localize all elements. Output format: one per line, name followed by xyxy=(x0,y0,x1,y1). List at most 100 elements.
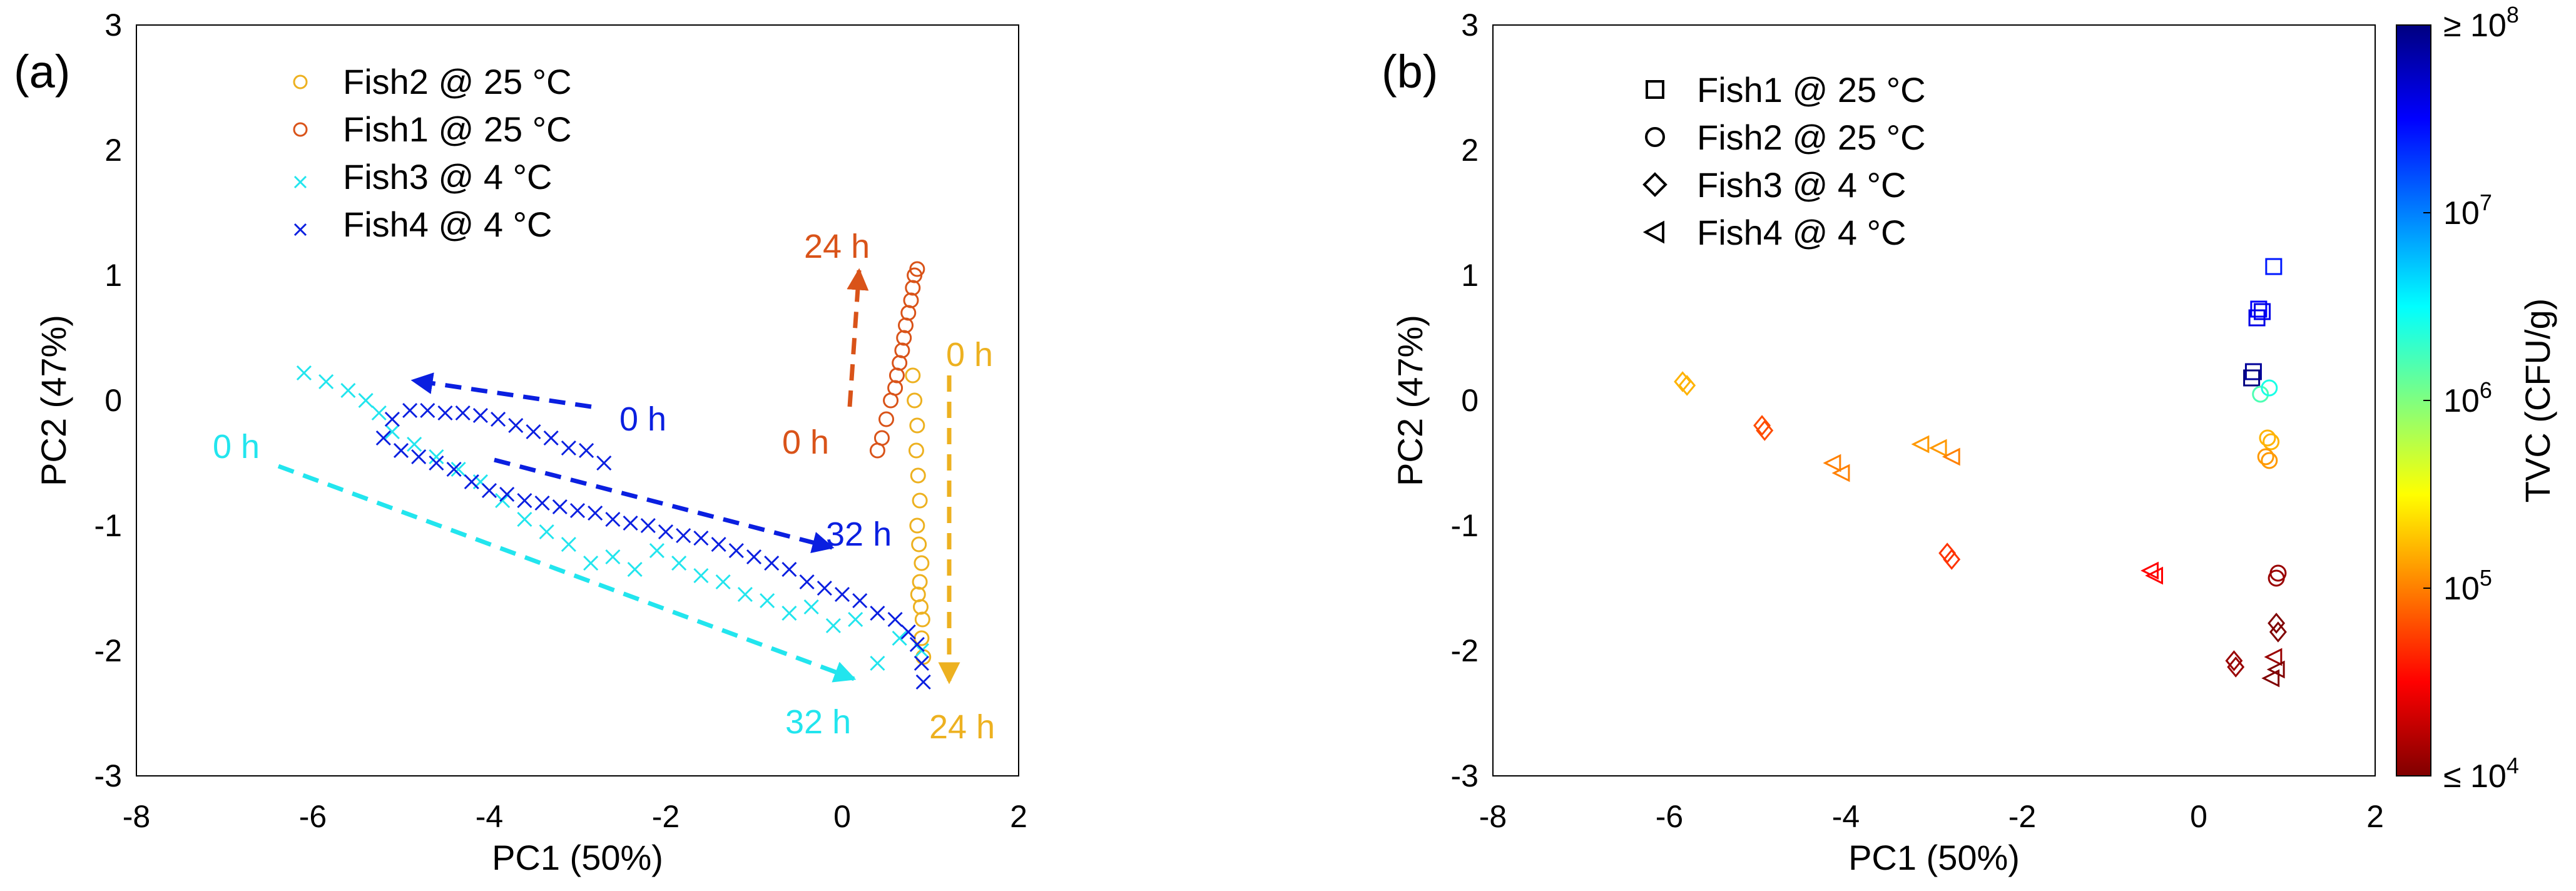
a-point-fish4-20 xyxy=(481,482,497,499)
a-point-fish1-11 xyxy=(900,305,917,321)
a-point-fish4-1 xyxy=(596,455,612,471)
a-point-fish3-15 xyxy=(583,555,599,571)
a-ytick-2: -2 xyxy=(94,633,122,668)
b-ytick-7: 3 xyxy=(1461,8,1479,43)
a-ann-fish4-start: 0 h xyxy=(619,400,666,438)
a-ann-fish1-end: 24 h xyxy=(804,228,870,265)
a-point-fish3-8 xyxy=(429,449,444,465)
a-point-fish3-21 xyxy=(715,574,731,590)
a-point-fish3-9 xyxy=(451,461,466,477)
a-point-fish4-44 xyxy=(900,624,916,640)
b-point-fish1-2 xyxy=(2250,300,2268,318)
a-point-fish4-2 xyxy=(579,442,594,459)
a-point-fish1-2 xyxy=(873,430,890,446)
a-ylabel: PC2 (47%) xyxy=(34,315,73,486)
a-point-fish3-26 xyxy=(825,618,841,634)
b-point-fish3-10 xyxy=(2269,621,2287,643)
b-point-fish1-5 xyxy=(2244,363,2262,380)
a-ann-fish1-start: 0 h xyxy=(782,424,829,461)
panel-a-axes-box xyxy=(136,24,1019,776)
a-ytick-4: 0 xyxy=(104,383,122,418)
a-point-fish2-10 xyxy=(912,574,928,590)
a-point-fish2-6 xyxy=(912,492,928,509)
b-ytick-5: 1 xyxy=(1461,258,1479,293)
b-point-fish3-7 xyxy=(2225,650,2243,671)
b-xtick-1: -8 xyxy=(1479,799,1507,834)
a-xlabel: PC1 (50%) xyxy=(492,838,663,877)
a-point-fish4-25 xyxy=(569,502,586,519)
b-point-fish4-5 xyxy=(1831,464,1850,482)
b-legend-label-fish2: Fish2 @ 25 °C xyxy=(1697,118,1926,157)
a-point-fish3-23 xyxy=(760,593,775,609)
a-point-fish4-9 xyxy=(455,405,471,421)
a-arrow-fish1 xyxy=(847,268,869,407)
a-point-fish3-3 xyxy=(340,382,356,399)
a-point-fish4-43 xyxy=(887,611,903,628)
a-point-fish4-39 xyxy=(817,580,832,596)
a-legend-label-fish1: Fish1 @ 25 °C xyxy=(343,109,572,149)
a-point-fish2-3 xyxy=(909,417,925,434)
a-point-fish4-4 xyxy=(543,430,559,446)
a-point-fish4-32 xyxy=(693,530,709,546)
b-ytick-2: -2 xyxy=(1451,633,1479,668)
a-point-fish4-45 xyxy=(909,636,925,653)
b-ylabel: PC2 (47%) xyxy=(1390,315,1430,486)
a-point-fish4-38 xyxy=(799,574,815,590)
a-point-fish1-5 xyxy=(887,380,904,396)
a-point-fish4-26 xyxy=(588,505,603,521)
a-point-fish4-29 xyxy=(640,517,656,534)
a-point-fish4-14 xyxy=(375,430,391,446)
a-point-fish4-12 xyxy=(402,402,418,419)
b-xtick-6: 2 xyxy=(2366,799,2384,834)
b-point-fish2-2 xyxy=(2261,379,2278,397)
b-point-fish1-3 xyxy=(2254,303,2271,320)
b-legend-marker-diamond xyxy=(1642,172,1667,197)
a-point-fish3-29 xyxy=(892,630,907,646)
a-xtick-2: -6 xyxy=(299,799,327,834)
a-point-fish4-41 xyxy=(852,593,868,609)
a-point-fish4-7 xyxy=(491,411,506,427)
a-point-fish4-28 xyxy=(623,515,638,531)
a-ytick-6: 2 xyxy=(104,133,122,168)
panel-a-marks xyxy=(296,261,932,690)
colorbar-tick-2: 105 xyxy=(2443,565,2492,607)
b-legend: Fish1 @ 25 °C Fish2 @ 25 °C Fish3 @ 4 °C… xyxy=(1642,70,1926,252)
a-arrow-fish4-end xyxy=(494,457,835,554)
b-point-fish4-10 xyxy=(2261,669,2280,688)
a-point-fish4-24 xyxy=(552,499,568,515)
a-point-fish2-11 xyxy=(910,586,926,603)
b-point-fish2-1 xyxy=(2252,385,2269,403)
a-arrow-fish3 xyxy=(277,464,857,683)
panel-b-ticks: -8 -6 -4 -2 0 2 -3 -2 -1 0 1 2 3 xyxy=(1451,8,2384,834)
a-point-fish4-35 xyxy=(746,549,762,565)
a-legend-marker-fish4 xyxy=(293,223,307,237)
a-point-fish4-13 xyxy=(384,411,400,427)
a-point-fish4-19 xyxy=(464,474,479,490)
a-point-fish4-31 xyxy=(676,527,691,544)
a-point-fish1-10 xyxy=(898,317,914,333)
a-point-fish4-15 xyxy=(393,442,409,459)
b-point-fish2-5 xyxy=(2257,448,2274,466)
b-ytick-6: 2 xyxy=(1461,133,1479,168)
panel-a-label: (a) xyxy=(14,46,70,98)
b-point-fish4-4 xyxy=(1823,454,1841,472)
a-point-fish4-40 xyxy=(834,586,850,603)
a-point-fish2-12 xyxy=(912,599,929,615)
a-point-fish3-24 xyxy=(781,605,797,621)
a-legend-label-fish2: Fish2 @ 25 °C xyxy=(343,62,572,101)
a-point-fish2-1 xyxy=(905,367,921,384)
a-point-fish1-7 xyxy=(892,355,908,371)
a-point-fish4-22 xyxy=(517,492,532,509)
b-legend-label-fish4: Fish4 @ 4 °C xyxy=(1697,213,1906,252)
a-ann-fish4-end: 32 h xyxy=(826,516,892,553)
a-point-fish1-3 xyxy=(878,411,894,427)
a-point-fish3-5 xyxy=(371,405,387,421)
b-point-fish2-4 xyxy=(2263,433,2280,451)
a-ann-fish3-end: 32 h xyxy=(785,703,851,741)
b-ytick-3: -1 xyxy=(1451,508,1479,543)
a-point-fish3-28 xyxy=(870,655,885,671)
a-point-fish2-2 xyxy=(907,392,923,409)
a-legend-label-fish4: Fish4 @ 4 °C xyxy=(343,205,552,244)
a-ann-fish2-start: 0 h xyxy=(946,336,993,374)
a-point-fish4-18 xyxy=(446,461,462,477)
